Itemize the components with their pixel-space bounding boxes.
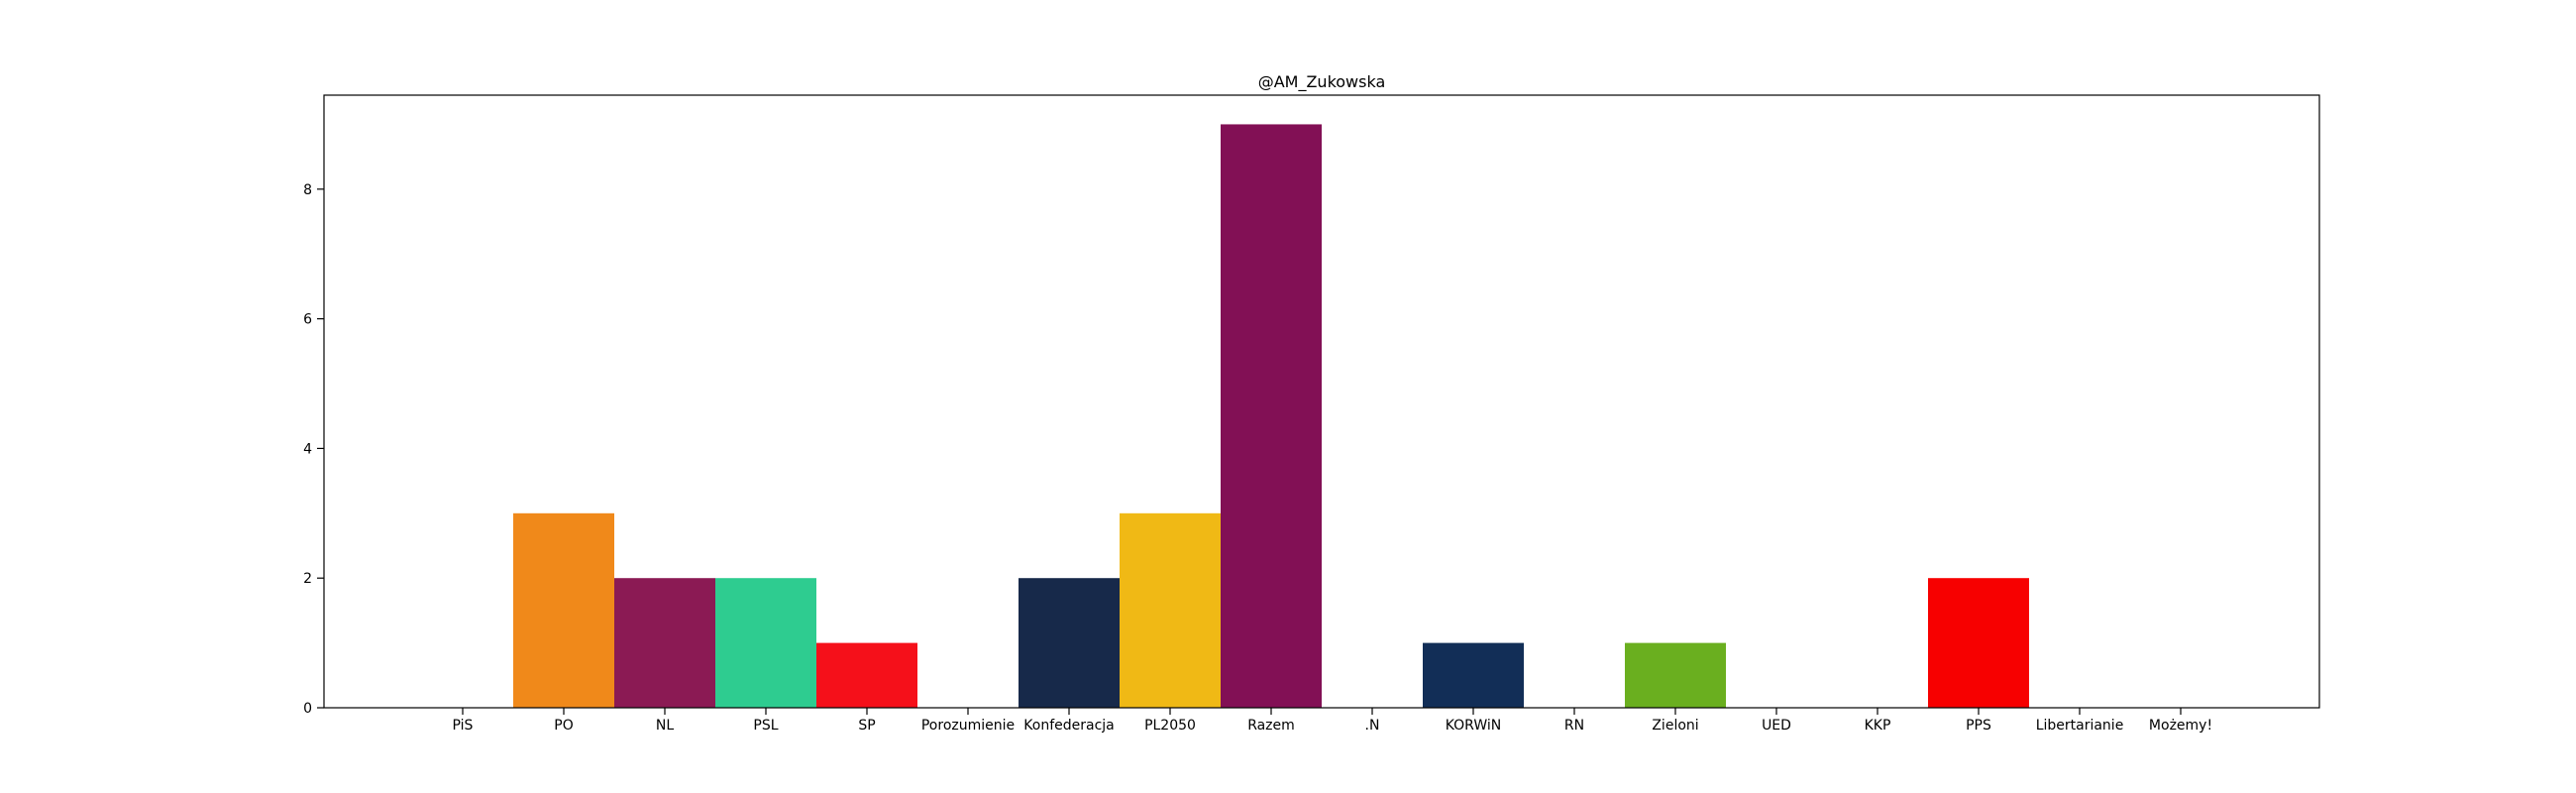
bar-pl2050 (1120, 512, 1221, 708)
bar-razem (1221, 124, 1322, 708)
y-tick-label: 2 (303, 571, 312, 587)
bar-nl (614, 578, 715, 708)
x-tick-label: KORWiN (1446, 718, 1502, 734)
bar-konfederacja (1019, 578, 1120, 708)
x-tick-label: PPS (1966, 718, 1991, 734)
x-tick-label: Libertarianie (2036, 718, 2124, 734)
bars-group (513, 124, 2029, 708)
bar-pps (1928, 578, 2029, 708)
chart-title: @AM_Zukowska (1258, 72, 1386, 92)
x-tick-label: KKP (1865, 718, 1891, 734)
x-tick-label: Konfederacja (1023, 718, 1114, 734)
plot-frame (323, 94, 2320, 709)
x-tick-label: .N (1365, 718, 1380, 734)
bar-zieloni (1625, 642, 1726, 708)
y-tick-label: 8 (303, 182, 312, 198)
x-tick-label: Zieloni (1652, 718, 1698, 734)
x-tick-label: PSL (753, 718, 778, 734)
y-tick-label: 0 (303, 701, 312, 717)
x-tick-label: PO (554, 718, 573, 734)
x-tick-label: PiS (453, 718, 474, 734)
x-tick-label: RN (1564, 718, 1584, 734)
x-tick-label: SP (858, 718, 875, 734)
x-tick-label: NL (656, 718, 674, 734)
bar-korwin (1423, 642, 1524, 708)
x-tick-label: Porozumienie (921, 718, 1015, 734)
bar-sp (816, 642, 917, 708)
x-axis: PiS PO NL PSL SP Porozumienie Konfederacja PL20… (453, 708, 2212, 734)
bar-po (513, 512, 614, 708)
x-tick-label: UED (1762, 718, 1791, 734)
x-tick-label: Razem (1247, 718, 1295, 734)
x-tick-label: PL2050 (1144, 718, 1196, 734)
y-tick-label: 4 (303, 441, 312, 457)
y-axis: 0 2 4 6 8 (303, 182, 324, 717)
bar-psl (715, 578, 816, 708)
x-tick-label: Możemy! (2149, 718, 2212, 734)
y-tick-label: 6 (303, 312, 312, 328)
